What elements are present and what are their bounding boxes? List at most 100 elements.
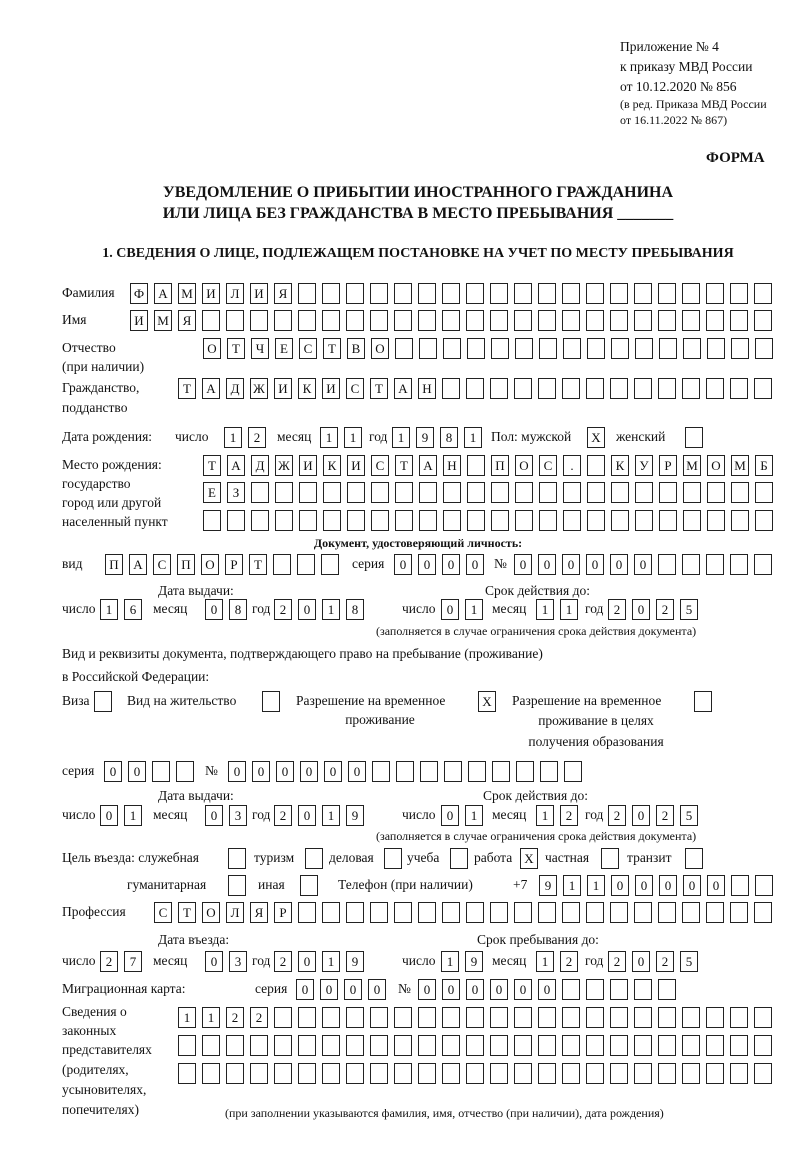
- birthplace-cell[interactable]: [683, 510, 701, 531]
- patronymic-cell[interactable]: [419, 338, 437, 359]
- birthplace-cell[interactable]: [251, 510, 269, 531]
- reps-cell[interactable]: [370, 1063, 388, 1084]
- right-number-cell[interactable]: [396, 761, 414, 782]
- reps-cell[interactable]: [178, 1063, 196, 1084]
- migration-number-cell[interactable]: [562, 979, 580, 1000]
- birthplace-cell[interactable]: [755, 510, 773, 531]
- doc-kind-cell[interactable]: О: [201, 554, 219, 575]
- birthplace-cell[interactable]: [659, 482, 677, 503]
- doc-kind-cell[interactable]: [297, 554, 315, 575]
- reps-cell[interactable]: [442, 1035, 460, 1056]
- reps-cell[interactable]: [322, 1063, 340, 1084]
- doc-series-cell[interactable]: 0: [394, 554, 412, 575]
- birthplace-cell[interactable]: Ж: [275, 455, 293, 476]
- reps-cell[interactable]: [682, 1063, 700, 1084]
- right-number-cell[interactable]: 0: [252, 761, 270, 782]
- birthplace-cell[interactable]: [635, 510, 653, 531]
- surname-cell[interactable]: М: [178, 283, 196, 304]
- right-number-cell[interactable]: 0: [300, 761, 318, 782]
- migration-number-cell[interactable]: 0: [514, 979, 532, 1000]
- birthplace-cell[interactable]: С: [371, 455, 389, 476]
- issue-month-cell[interactable]: 8: [229, 599, 247, 620]
- doc-number-cell[interactable]: 0: [514, 554, 532, 575]
- birthplace-cell[interactable]: [707, 510, 725, 531]
- reps-cell[interactable]: [274, 1063, 292, 1084]
- residence-permit-checkbox[interactable]: [262, 691, 280, 712]
- citizenship-cell[interactable]: [706, 378, 724, 399]
- migration-series-cell[interactable]: 0: [320, 979, 338, 1000]
- reps-cell[interactable]: [682, 1007, 700, 1028]
- reps-cell[interactable]: [250, 1035, 268, 1056]
- surname-cell[interactable]: [658, 283, 676, 304]
- patronymic-cell[interactable]: Т: [323, 338, 341, 359]
- citizenship-cell[interactable]: А: [394, 378, 412, 399]
- surname-cell[interactable]: [346, 283, 364, 304]
- reps-cell[interactable]: [202, 1035, 220, 1056]
- stay-year-cell[interactable]: 5: [680, 951, 698, 972]
- name-cell[interactable]: [202, 310, 220, 331]
- surname-cell[interactable]: [754, 283, 772, 304]
- birthplace-cell[interactable]: [323, 482, 341, 503]
- reps-cell[interactable]: [418, 1035, 436, 1056]
- entry-day-cell[interactable]: 2: [100, 951, 118, 972]
- visa-checkbox[interactable]: [94, 691, 112, 712]
- surname-cell[interactable]: [514, 283, 532, 304]
- reps-cell[interactable]: [706, 1007, 724, 1028]
- issue-year-cell[interactable]: 0: [298, 805, 316, 826]
- name-cell[interactable]: [658, 310, 676, 331]
- purpose-official-checkbox[interactable]: [228, 848, 246, 869]
- name-cell[interactable]: [754, 310, 772, 331]
- profession-cell[interactable]: [754, 902, 772, 923]
- doc-kind-cell[interactable]: [321, 554, 339, 575]
- birthplace-cell[interactable]: Б: [755, 455, 773, 476]
- profession-cell[interactable]: [634, 902, 652, 923]
- sex-female-checkbox[interactable]: [685, 427, 703, 448]
- birthplace-cell[interactable]: Т: [395, 455, 413, 476]
- migration-series-cell[interactable]: 0: [296, 979, 314, 1000]
- birthplace-cell[interactable]: [611, 510, 629, 531]
- patronymic-cell[interactable]: [443, 338, 461, 359]
- name-cell[interactable]: [274, 310, 292, 331]
- stay-year-cell[interactable]: 2: [656, 951, 674, 972]
- birthplace-cell[interactable]: [587, 510, 605, 531]
- birthplace-cell[interactable]: С: [539, 455, 557, 476]
- patronymic-cell[interactable]: Т: [227, 338, 245, 359]
- valid-year-cell[interactable]: 2: [608, 599, 626, 620]
- reps-cell[interactable]: [514, 1007, 532, 1028]
- surname-cell[interactable]: И: [202, 283, 220, 304]
- valid-month-cell[interactable]: 1: [536, 805, 554, 826]
- migration-number-cell[interactable]: [610, 979, 628, 1000]
- patronymic-cell[interactable]: [755, 338, 773, 359]
- patronymic-cell[interactable]: Е: [275, 338, 293, 359]
- birthplace-cell[interactable]: [467, 482, 485, 503]
- phone-cell[interactable]: [731, 875, 749, 896]
- patronymic-cell[interactable]: [563, 338, 581, 359]
- doc-number-cell[interactable]: [682, 554, 700, 575]
- migration-number-cell[interactable]: 0: [490, 979, 508, 1000]
- surname-cell[interactable]: [490, 283, 508, 304]
- doc-number-cell[interactable]: [730, 554, 748, 575]
- name-cell[interactable]: Я: [178, 310, 196, 331]
- reps-cell[interactable]: [586, 1063, 604, 1084]
- reps-cell[interactable]: [538, 1007, 556, 1028]
- stay-day-cell[interactable]: 1: [441, 951, 459, 972]
- birthplace-cell[interactable]: [707, 482, 725, 503]
- issue-year-cell[interactable]: 2: [274, 599, 292, 620]
- phone-cell[interactable]: 0: [683, 875, 701, 896]
- reps-cell[interactable]: [610, 1007, 628, 1028]
- profession-cell[interactable]: [682, 902, 700, 923]
- birthplace-cell[interactable]: Р: [659, 455, 677, 476]
- citizenship-cell[interactable]: Н: [418, 378, 436, 399]
- phone-cell[interactable]: 0: [707, 875, 725, 896]
- birthplace-cell[interactable]: .: [563, 455, 581, 476]
- citizenship-cell[interactable]: Т: [178, 378, 196, 399]
- surname-cell[interactable]: А: [154, 283, 172, 304]
- sex-male-checkbox[interactable]: X: [587, 427, 605, 448]
- birth-year-cell[interactable]: 1: [392, 427, 410, 448]
- citizenship-cell[interactable]: И: [322, 378, 340, 399]
- name-cell[interactable]: [514, 310, 532, 331]
- name-cell[interactable]: [418, 310, 436, 331]
- reps-cell[interactable]: [346, 1007, 364, 1028]
- valid-month-cell[interactable]: 1: [560, 599, 578, 620]
- citizenship-cell[interactable]: [442, 378, 460, 399]
